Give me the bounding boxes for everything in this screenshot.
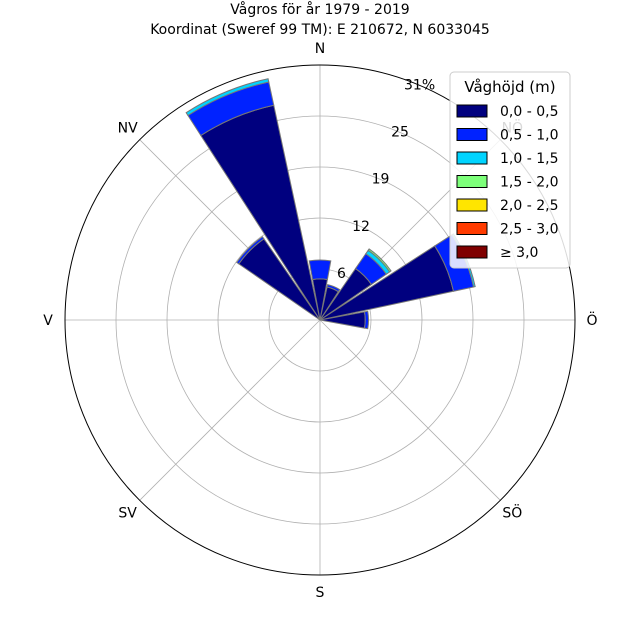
- direction-label: SÖ: [502, 503, 522, 521]
- legend-items: 0,0 - 0,5 0,5 - 1,0 1,0 - 1,5 1,5 - 2,0 2,0 …: [456, 104, 558, 261]
- rose-bars: [185, 78, 476, 330]
- rose-bar-segment: [308, 259, 332, 281]
- chart-title-line-1: Vågros för år 1979 - 2019: [230, 1, 409, 18]
- legend-swatch: [456, 151, 488, 165]
- grid-ring: [166, 166, 474, 474]
- chart-title-line-2: Koordinat (Sweref 99 TM): E 210672, N 60…: [150, 22, 490, 38]
- grid-spoke: [139, 319, 321, 501]
- grid-spoke: [319, 319, 501, 501]
- radial-tick-label: 6: [337, 266, 346, 282]
- grid-ring: [115, 115, 525, 525]
- legend-swatch: [456, 198, 488, 212]
- chart-title: Vågros för år 1979 - 2019 Koordinat (Swe…: [150, 1, 490, 38]
- direction-label: N: [315, 41, 325, 57]
- legend-label: 1,5 - 2,0: [500, 175, 558, 191]
- legend-label: 1,0 - 1,5: [500, 151, 558, 167]
- legend-swatch: [456, 104, 488, 118]
- rose-bar-segment: [367, 248, 392, 273]
- outer-ring: [64, 64, 576, 576]
- radial-tick-label: 25: [391, 125, 409, 141]
- legend-box: [449, 71, 571, 269]
- direction-label: SV: [118, 505, 137, 521]
- polar-grid: [64, 64, 576, 576]
- rose-bar-segment: [326, 284, 341, 293]
- direction-label: S: [316, 585, 325, 601]
- radial-tick-labels: 6 12 19 25 31%: [337, 77, 435, 281]
- direction-label: Ö: [586, 311, 597, 329]
- rose-bar-segment: [236, 236, 265, 265]
- rose-bar-segment: [200, 104, 321, 321]
- direction-label: V: [43, 313, 53, 329]
- legend-label: 0,5 - 1,0: [500, 128, 558, 144]
- rose-bar-segment: [363, 310, 370, 330]
- legend-label: 2,0 - 2,5: [500, 198, 558, 214]
- legend-label: 0,0 - 0,5: [500, 104, 558, 120]
- radial-tick-label: 12: [352, 219, 370, 235]
- direction-label: NV: [118, 121, 138, 137]
- radial-tick-label: 31%: [404, 77, 435, 93]
- legend: Våghöjd (m) 0,0 - 0,5 0,5 - 1,0 1,0 - 1,5 1…: [449, 71, 571, 269]
- legend-title: Våghöjd (m): [464, 78, 555, 96]
- legend-swatch: [456, 175, 488, 188]
- rose-bar-segment: [319, 245, 455, 321]
- legend-label: 2,5 - 3,0: [500, 222, 558, 238]
- legend-swatch: [456, 245, 488, 259]
- legend-swatch: [456, 222, 488, 235]
- rose-bar-segment: [185, 78, 270, 117]
- legend-swatch: [456, 128, 488, 141]
- legend-label: ≥ 3,0: [500, 245, 538, 261]
- grid-ring: [217, 217, 423, 423]
- radial-tick-label: 19: [372, 172, 390, 188]
